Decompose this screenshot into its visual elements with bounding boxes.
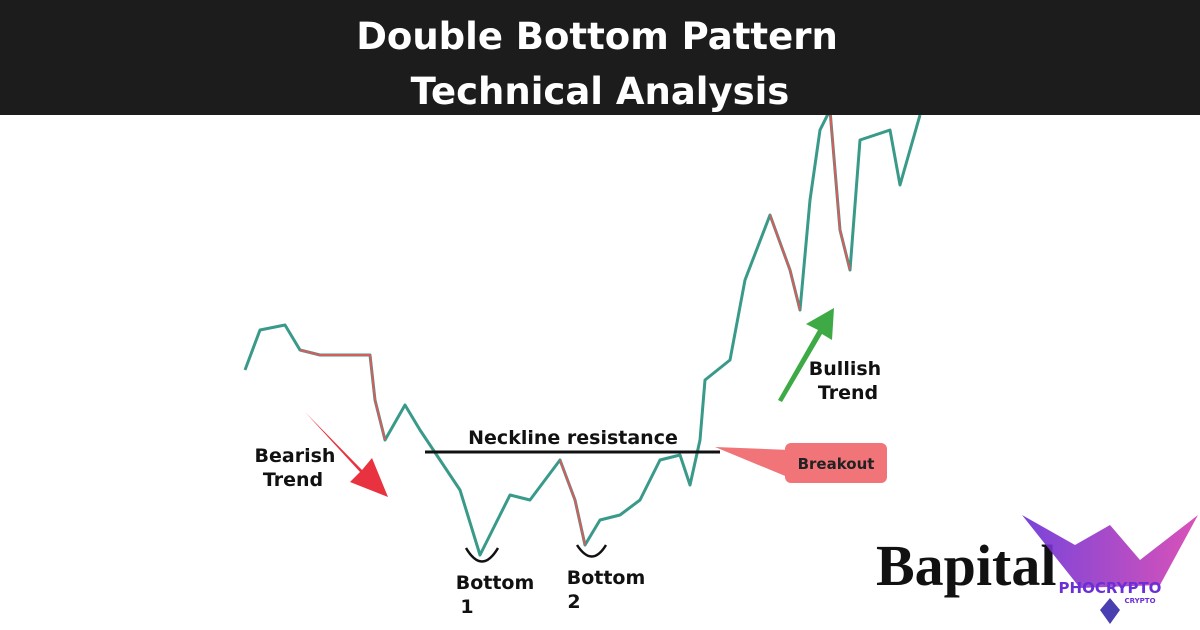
header-band [0, 0, 1200, 115]
bullish-label: Bullish [809, 358, 881, 380]
bottom-label: 1 [460, 596, 473, 618]
bearish-arrow [305, 412, 388, 497]
bottom-arc [464, 547, 500, 563]
logo-sub: CRYPTO [1124, 597, 1155, 605]
title: Double Bottom Pattern [356, 15, 838, 58]
bottom-label: 2 [567, 591, 580, 613]
breakout-callout [715, 447, 790, 478]
title: Technical Analysis [411, 70, 790, 113]
price-path [243, 108, 922, 557]
brand: Bapital [876, 533, 1057, 598]
breakout-label: Breakout [798, 455, 875, 473]
bullish-arrow [778, 308, 834, 402]
bottom-label: Bottom [567, 567, 646, 589]
logo-name: PHOCRYPTO [1059, 579, 1162, 597]
bullish-label: Trend [818, 382, 878, 404]
bottom-label: Bottom [456, 572, 535, 594]
neckline-label: Neckline resistance [468, 427, 678, 449]
logo: PHOCRYPTO CRYPTO [1022, 515, 1198, 624]
bottom-arc [575, 544, 608, 558]
bearish-label: Bearish [255, 445, 336, 467]
breakout-box [785, 443, 887, 483]
bearish-label: Trend [263, 469, 323, 491]
